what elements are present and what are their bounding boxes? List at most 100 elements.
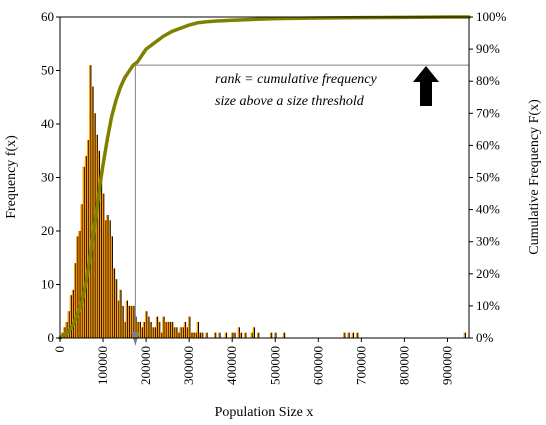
histogram-bar bbox=[205, 332, 207, 338]
y2-tick-label: 50% bbox=[476, 170, 500, 185]
histogram-bar-shadow bbox=[172, 321, 174, 338]
histogram-bar bbox=[194, 332, 196, 338]
y2-tick-label: 40% bbox=[476, 202, 500, 217]
histogram-bar-shadow bbox=[275, 332, 277, 338]
y2-tick-label: 30% bbox=[476, 234, 500, 249]
histogram-bar bbox=[274, 332, 276, 338]
histogram-bar bbox=[97, 150, 100, 338]
histogram-bar-shadow bbox=[120, 289, 122, 338]
histogram-bar-shadow bbox=[234, 332, 236, 338]
histogram-bar-shadow bbox=[98, 150, 101, 338]
y-tick-label: 50 bbox=[41, 63, 54, 78]
histogram-bar bbox=[166, 321, 168, 338]
histogram-bar-shadow bbox=[258, 332, 260, 338]
up-arrow-shape bbox=[413, 66, 439, 106]
histogram-bar-shadow bbox=[152, 327, 154, 338]
y2-tick-label: 10% bbox=[476, 298, 500, 313]
histogram-bar bbox=[112, 268, 115, 338]
histogram-bar-shadow bbox=[100, 182, 103, 338]
histogram-bar-shadow bbox=[193, 332, 195, 338]
histogram-bar-shadow bbox=[219, 332, 221, 338]
histogram-bar bbox=[140, 327, 143, 338]
histogram-bar-shadow bbox=[122, 305, 124, 338]
annotation-line-1: rank = cumulative frequency bbox=[215, 72, 377, 87]
x-tick-label: 700000 bbox=[353, 346, 368, 385]
histogram-bar-shadow bbox=[88, 140, 90, 338]
histogram-bar bbox=[252, 327, 255, 338]
x-axis-title: Population Size x bbox=[215, 405, 314, 420]
histogram-bar-shadow bbox=[141, 327, 144, 338]
histogram-bar-shadow bbox=[75, 263, 77, 338]
histogram-bar-shadow bbox=[135, 316, 137, 338]
histogram-bar-shadow bbox=[111, 236, 113, 338]
histogram-bar-shadow bbox=[148, 316, 150, 338]
histogram-bar-shadow bbox=[189, 316, 191, 338]
y-tick-label: 0 bbox=[48, 330, 55, 345]
histogram-bar-shadow bbox=[348, 332, 350, 338]
histogram-bar-shadow bbox=[464, 332, 466, 338]
histogram-bar bbox=[181, 327, 183, 338]
histogram-bar bbox=[185, 327, 188, 338]
histogram-bar-shadow bbox=[107, 214, 109, 338]
histogram-bar bbox=[355, 332, 358, 338]
histogram-bar bbox=[198, 332, 201, 338]
up-arrow-icon bbox=[413, 66, 439, 106]
histogram-bar-shadow bbox=[271, 332, 273, 338]
x-tick-label: 500000 bbox=[267, 346, 282, 385]
histogram-bar bbox=[99, 182, 102, 338]
histogram-bar bbox=[82, 166, 84, 338]
y2-tick-label: 70% bbox=[476, 105, 500, 120]
histogram-bar bbox=[86, 140, 89, 338]
histogram-bar-shadow bbox=[105, 220, 107, 338]
histogram-bar-shadow bbox=[176, 327, 178, 338]
histogram-bar bbox=[351, 332, 354, 338]
histogram-bar bbox=[84, 156, 87, 338]
x-tick-label: 900000 bbox=[439, 346, 454, 385]
histogram-bar-shadow bbox=[109, 220, 111, 338]
histogram-bar bbox=[343, 332, 345, 338]
histogram-bar bbox=[256, 332, 259, 338]
histogram-bar-shadow bbox=[133, 305, 135, 338]
histogram-bar bbox=[101, 193, 104, 338]
histogram-bar bbox=[188, 316, 190, 338]
histogram-bar-shadow bbox=[103, 193, 105, 338]
histogram-bar-shadow bbox=[146, 311, 148, 338]
histogram-bar-shadow bbox=[180, 327, 182, 338]
y2-axis-title: Cumulative Frequency F(x) bbox=[527, 99, 542, 255]
histogram-bar-shadow bbox=[165, 321, 167, 338]
y-tick-label: 60 bbox=[41, 9, 54, 24]
histogram-bar bbox=[127, 305, 130, 338]
histogram-bar bbox=[179, 327, 181, 338]
histogram-bar bbox=[160, 332, 162, 338]
histogram-bar bbox=[147, 316, 149, 338]
histogram-bar-shadow bbox=[154, 327, 156, 338]
histogram-bar-shadow bbox=[245, 332, 247, 338]
histogram-bar bbox=[463, 332, 465, 338]
histogram-bar bbox=[71, 289, 74, 338]
histogram-bar bbox=[213, 332, 216, 338]
histogram-bar-shadow bbox=[206, 332, 208, 338]
histogram-bar-shadow bbox=[137, 321, 139, 338]
histogram-bar bbox=[121, 305, 123, 338]
histogram-bar bbox=[95, 134, 97, 338]
x-tick-label: 800000 bbox=[396, 346, 411, 385]
histogram-bar-shadow bbox=[178, 332, 180, 338]
histogram-bar-shadow bbox=[113, 268, 116, 338]
histogram-bar-shadow bbox=[195, 332, 197, 338]
x-tick-label: 0 bbox=[52, 346, 67, 353]
histogram-bar-shadow bbox=[68, 311, 70, 338]
x-tick-label: 200000 bbox=[138, 346, 153, 385]
histogram-bar bbox=[177, 332, 179, 338]
histogram-bar-shadow bbox=[184, 321, 187, 338]
y-tick-label: 30 bbox=[41, 170, 54, 185]
histogram-bar-shadow bbox=[251, 332, 253, 338]
histogram-bar bbox=[190, 332, 192, 338]
histogram-bar bbox=[136, 321, 138, 338]
histogram-bar-shadow bbox=[131, 305, 133, 338]
histogram-bar-shadow bbox=[169, 321, 172, 338]
histogram-bar-shadow bbox=[253, 327, 256, 338]
histogram-bar bbox=[80, 204, 82, 338]
x-tick-label: 300000 bbox=[181, 346, 196, 385]
annotation-line-2: size above a size threshold bbox=[215, 94, 365, 109]
